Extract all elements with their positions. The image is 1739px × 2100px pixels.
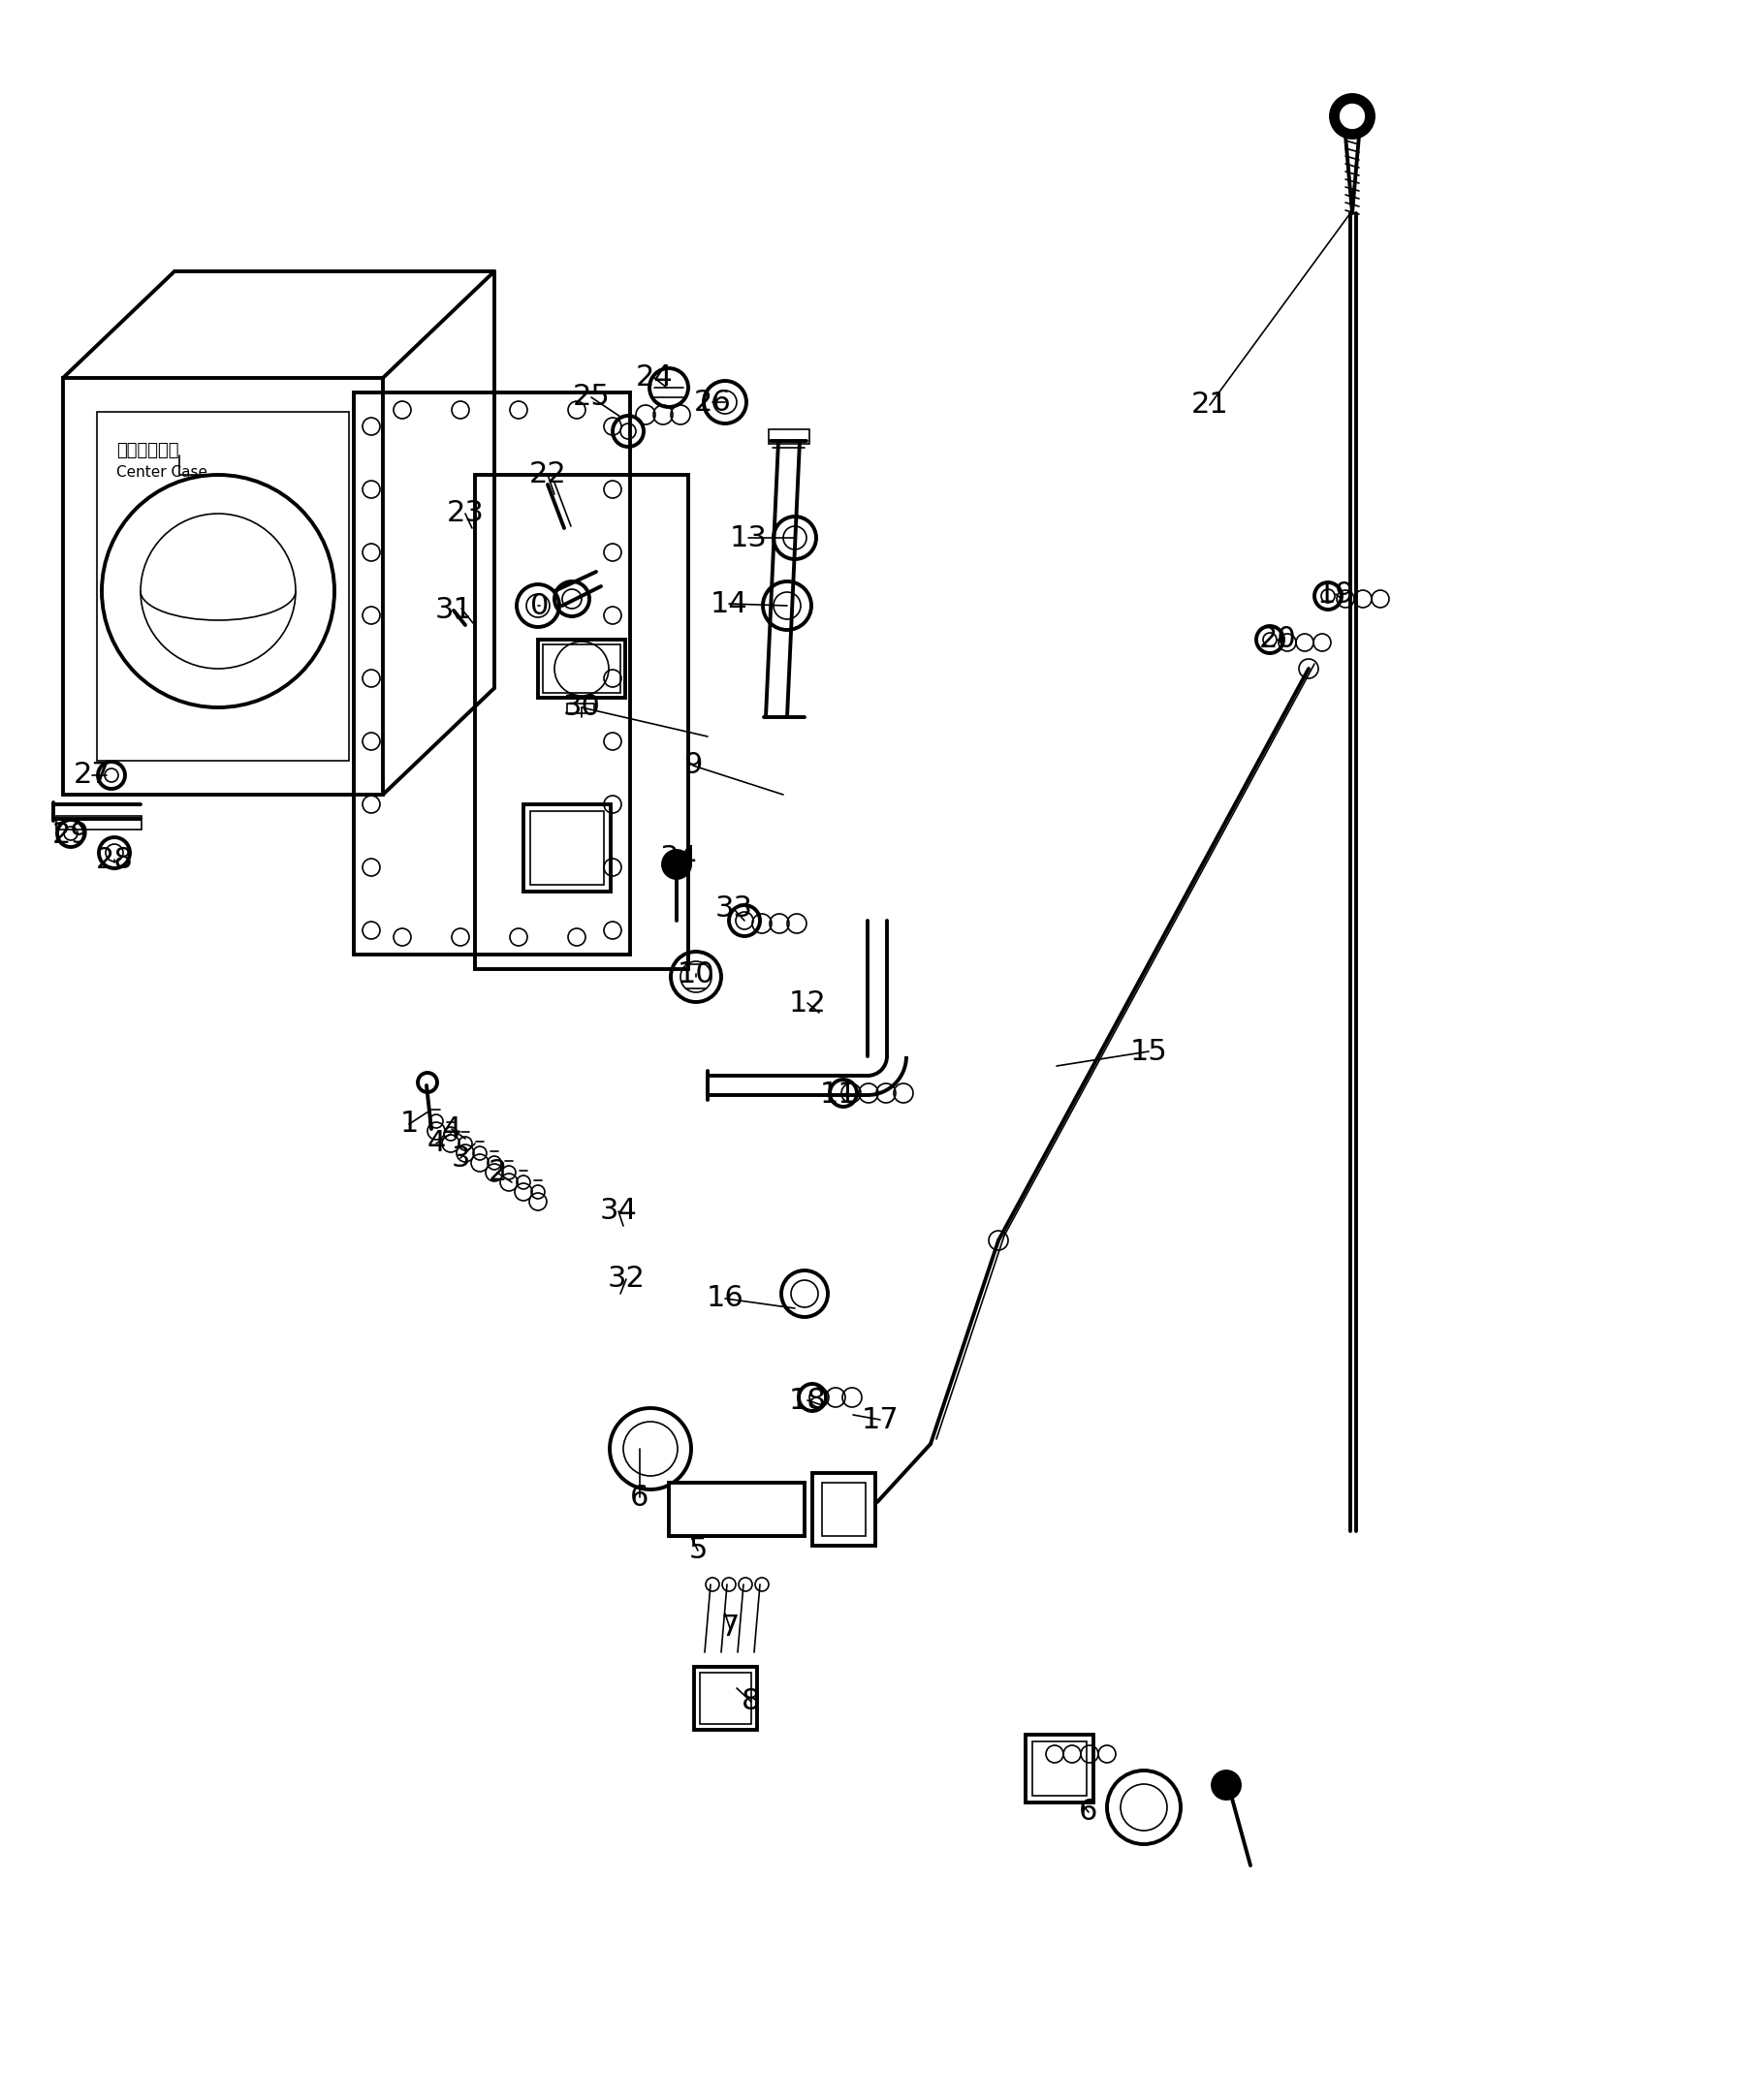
Text: 7: 7 [720, 1615, 739, 1642]
Bar [63, 378, 383, 794]
Circle shape [1339, 103, 1365, 130]
Text: 5: 5 [689, 1537, 708, 1564]
Text: 9: 9 [683, 752, 703, 779]
Bar [353, 393, 630, 956]
Bar [1033, 1741, 1087, 1796]
Text: 23: 23 [447, 500, 483, 527]
Text: 11: 11 [819, 1082, 857, 1109]
Text: 32: 32 [607, 1264, 645, 1294]
Bar [543, 645, 621, 693]
Text: 3: 3 [450, 1144, 470, 1172]
Bar [537, 640, 626, 697]
Text: 29: 29 [52, 821, 89, 848]
Text: 20: 20 [1259, 626, 1296, 653]
Text: 6: 6 [630, 1483, 649, 1512]
Circle shape [1330, 94, 1374, 139]
Bar [56, 817, 141, 830]
Text: 22: 22 [529, 460, 567, 489]
Bar [1026, 1735, 1094, 1802]
Text: 8: 8 [743, 1688, 760, 1716]
Text: 14: 14 [710, 590, 748, 617]
Text: 4: 4 [426, 1130, 445, 1157]
Bar [670, 1483, 805, 1535]
Text: 21: 21 [1191, 391, 1228, 420]
Text: 13: 13 [729, 523, 767, 552]
Text: 28: 28 [96, 846, 134, 874]
Circle shape [663, 851, 690, 878]
Text: 17: 17 [861, 1405, 899, 1434]
Bar [567, 704, 595, 714]
Text: 2: 2 [489, 1159, 506, 1186]
Bar [823, 1483, 866, 1535]
Bar [769, 428, 809, 443]
Text: 30: 30 [563, 693, 600, 722]
Bar [699, 1672, 751, 1724]
Text: 10: 10 [676, 960, 715, 987]
Bar [97, 412, 350, 760]
Text: 4: 4 [442, 1115, 461, 1142]
Text: 16: 16 [706, 1285, 744, 1312]
Text: 18: 18 [788, 1386, 826, 1415]
Bar [812, 1472, 875, 1546]
Text: 25: 25 [572, 384, 610, 412]
Text: 31: 31 [435, 596, 473, 624]
Text: 15: 15 [1130, 1037, 1167, 1065]
Bar [530, 811, 603, 884]
Bar [475, 475, 689, 968]
Bar [694, 1667, 756, 1730]
Text: 27: 27 [73, 760, 111, 790]
Text: Center Case: Center Case [117, 466, 207, 481]
Circle shape [1212, 1772, 1240, 1798]
Text: センタケース: センタケース [117, 441, 179, 460]
Text: 26: 26 [694, 388, 730, 416]
Text: 24: 24 [635, 363, 673, 393]
Text: 6: 6 [1080, 1798, 1097, 1827]
Text: 12: 12 [790, 989, 826, 1016]
Text: 33: 33 [715, 895, 753, 924]
Text: 19: 19 [1316, 580, 1355, 609]
Text: 0: 0 [530, 592, 550, 620]
Bar [523, 804, 610, 892]
Text: 34: 34 [659, 844, 697, 872]
Text: 1: 1 [400, 1111, 419, 1138]
Text: 34: 34 [600, 1197, 636, 1226]
